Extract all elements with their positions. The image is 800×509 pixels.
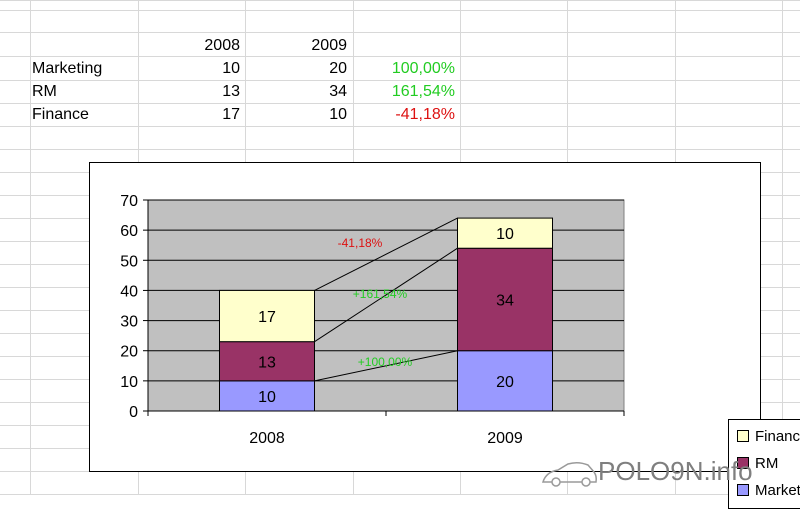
y-tick-label: 40 [120,283,138,300]
y-tick-label: 10 [120,374,138,391]
legend-item-rm: RM [737,453,778,475]
data-label: 17 [258,309,276,326]
car-icon [541,461,597,487]
cell-rm-2009[interactable]: 34 [329,83,347,100]
y-tick-label: 50 [120,253,138,270]
legend-swatch-rm [737,457,749,469]
header-2008[interactable]: 2008 [204,37,240,54]
cell-marketing-change[interactable]: 100,00% [391,60,455,77]
cell-finance-2009[interactable]: 10 [329,106,347,123]
cell-finance-2008[interactable]: 17 [222,106,240,123]
annotation-marketing: +100,00% [358,355,413,369]
chart-canvas: 0 10 20 30 40 50 60 70 10 13 17 2008 20 34 10 2009 -41,1… [120,193,625,447]
annotation-rm: +161,54% [353,287,408,301]
legend-swatch-finance [737,430,749,442]
bar-finance-2008 [219,289,315,343]
legend-item-finance: Finance [737,426,800,448]
row-label-marketing[interactable]: Marketing [32,60,103,77]
cell-rm-2008[interactable]: 13 [222,83,240,100]
annotation-finance: -41,18% [338,236,383,250]
cell-finance-change[interactable]: -41,18% [395,106,455,123]
cell-marketing-2009[interactable]: 20 [329,60,347,77]
legend-label-rm: RM [755,455,779,472]
y-tick-label: 20 [120,344,138,361]
x-tick-label: 2009 [487,430,523,447]
series-line-marketing [314,350,458,382]
data-label: 13 [258,354,276,371]
data-label: 34 [496,292,514,309]
header-2009[interactable]: 2009 [311,37,347,54]
series-line-finance [314,217,458,291]
x-tick-label: 2008 [249,430,285,447]
series-line-rm [314,247,458,343]
embedded-chart[interactable]: 0 10 20 30 40 50 60 70 10 13 17 2008 20 34 10 2009 -41,1… [89,162,800,509]
watermark-text: POLO9N.info [598,456,753,486]
y-tick-label: 60 [120,223,138,240]
cell-marketing-2008[interactable]: 10 [222,60,240,77]
bar-marketing-2008 [219,380,315,412]
y-tick-label: 30 [120,314,138,331]
bar-rm-2008 [219,341,315,382]
cell-rm-change[interactable]: 161,54% [391,83,455,100]
watermark: POLO9N.info [540,452,798,492]
data-label: 10 [258,389,276,406]
chart-legend[interactable]: Finance RM Marketing [728,419,800,509]
row-label-finance[interactable]: Finance [32,106,89,123]
y-tick-label: 70 [120,193,138,210]
data-label: 10 [496,226,514,243]
bar-finance-2009 [457,217,553,249]
legend-label-finance: Finance [755,428,800,445]
y-tick-label: 0 [129,404,138,421]
row-label-rm[interactable]: RM [32,83,57,100]
data-label: 20 [496,374,514,391]
